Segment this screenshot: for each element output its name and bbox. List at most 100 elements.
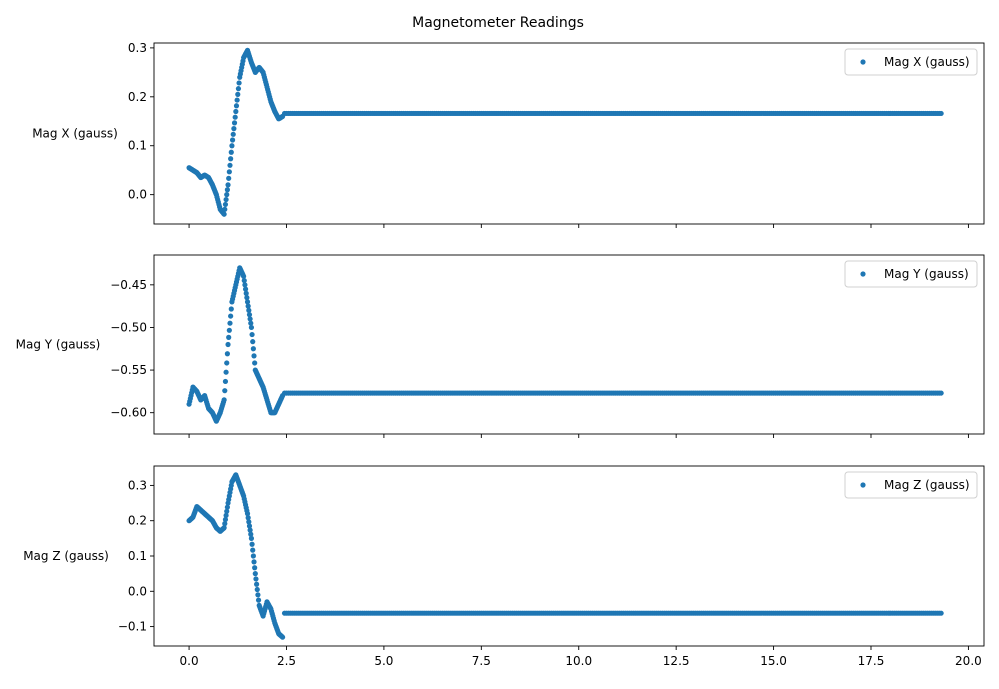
legend-mag-y: Mag Y (gauss) (844, 260, 978, 288)
data-point (250, 339, 256, 345)
data-point (226, 169, 232, 175)
data-point (222, 521, 228, 527)
x-tick-label: 12.5 (663, 654, 690, 668)
legend-box (844, 260, 978, 288)
data-point (235, 86, 242, 92)
data-point (249, 541, 255, 547)
data-point (223, 369, 229, 375)
legend-mag-x: Mag X (gauss) (844, 48, 978, 76)
subplot-mag-x: 0.0 0.1 0.2 0.3 Mag X (gauss) Mag X (gauss) (32, 41, 985, 228)
legend-marker (860, 59, 866, 65)
data-point (231, 120, 238, 126)
data-point (232, 114, 238, 120)
data-point (228, 306, 234, 312)
data-point (241, 273, 247, 279)
chart-title: Magnetometer Readings (412, 15, 584, 31)
legend-box (844, 471, 978, 499)
y-tick-label: −0.60 (110, 406, 147, 420)
data-point (246, 523, 253, 529)
data-point (241, 277, 247, 284)
data-point (229, 143, 235, 149)
data-point (250, 547, 256, 553)
data-point (224, 351, 230, 357)
data-point (244, 295, 250, 301)
y-tick-label: 0.0 (128, 188, 147, 202)
y-tick-label: 0.2 (128, 514, 147, 528)
data-point (938, 610, 944, 616)
y-tick-label: 0.2 (128, 90, 147, 104)
data-point (251, 353, 257, 359)
y-tick-label: 0.3 (128, 41, 147, 55)
data-point (246, 519, 252, 525)
data-point (230, 131, 236, 137)
data-point (222, 516, 229, 523)
series-points-mag-z (186, 472, 944, 640)
data-point (246, 312, 253, 318)
x-tick-label: 20.0 (955, 654, 982, 668)
data-point (248, 535, 255, 541)
data-point (222, 201, 229, 208)
data-point (231, 126, 237, 132)
data-point (223, 196, 229, 203)
y-tick-label: −0.55 (110, 363, 147, 377)
series-points-mag-y (186, 265, 944, 424)
legend-label: Mag X (gauss) (884, 55, 970, 69)
data-point (224, 360, 230, 366)
x-tick-label: 5.0 (374, 654, 393, 668)
data-point (938, 110, 944, 117)
data-point (224, 187, 230, 193)
data-point (229, 137, 236, 143)
data-point (242, 286, 249, 292)
data-point (221, 397, 227, 403)
data-point (222, 378, 229, 385)
data-point (248, 320, 254, 326)
data-point (221, 211, 227, 217)
data-point (248, 324, 255, 331)
data-point (253, 576, 259, 582)
data-point (938, 390, 944, 396)
data-point (224, 192, 230, 198)
data-point (222, 206, 228, 212)
data-point (233, 103, 240, 109)
y-tick-label: −0.1 (118, 620, 147, 634)
data-point (228, 149, 234, 155)
data-point (247, 316, 253, 322)
data-point (225, 341, 231, 348)
legend-box (844, 48, 978, 76)
data-point (223, 512, 229, 519)
y-axis-label-mag-x: Mag X (gauss) (32, 127, 118, 141)
data-point (227, 320, 233, 326)
subplot-mag-y: −0.60 −0.55 −0.50 −0.45 Mag Y (gauss) Mag Y (… (16, 254, 985, 438)
y-axis-label-mag-y: Mag Y (gauss) (16, 338, 101, 352)
data-point (235, 91, 241, 97)
data-point (224, 508, 230, 514)
legend-mag-z: Mag Z (gauss) (844, 471, 978, 499)
legend-label: Mag Y (gauss) (884, 267, 969, 281)
data-point (254, 586, 260, 593)
legend-marker (860, 271, 866, 277)
data-point (221, 525, 227, 531)
data-point (226, 334, 232, 340)
data-point (233, 108, 239, 115)
data-point (228, 156, 234, 162)
data-point (250, 553, 256, 559)
x-tick-label: 7.5 (472, 654, 491, 668)
data-point (244, 511, 251, 517)
data-point (242, 282, 248, 288)
data-point (222, 388, 228, 394)
y-tick-label: −0.50 (110, 320, 147, 334)
x-tick-label: 2.5 (277, 654, 296, 668)
data-point (226, 327, 232, 333)
legend-label: Mag Z (gauss) (884, 478, 970, 492)
data-point (254, 581, 260, 587)
y-tick-label: 0.1 (128, 139, 147, 153)
legend-marker (860, 482, 866, 488)
x-tick-label: 17.5 (858, 654, 885, 668)
subplot-mag-z: −0.1 0.0 0.1 0.2 0.3 0.0 2.5 5.0 7.5 10.0 12.5 15.0… (23, 465, 985, 668)
subplot-panels: 0.0 0.1 0.2 0.3 Mag X (gauss) Mag X (gauss) −0… (16, 41, 985, 668)
plot-frame-mag-x (153, 42, 985, 225)
y-tick-label: 0.0 (128, 584, 147, 598)
data-point (250, 346, 256, 352)
